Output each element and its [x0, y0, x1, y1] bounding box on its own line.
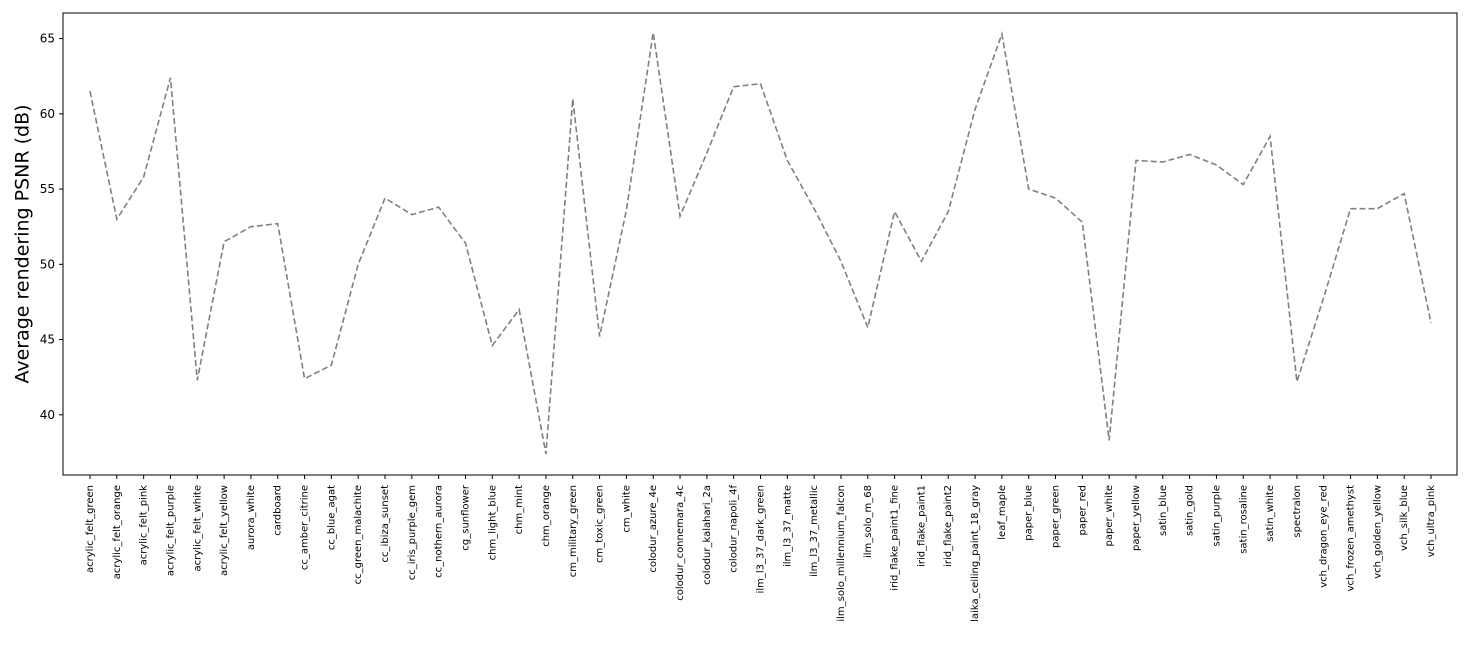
series-line — [89, 30, 1432, 455]
x-tick-label: chm_light_blue — [487, 485, 498, 560]
x-tick-label: leaf_maple — [997, 485, 1008, 540]
x-tick-label: satin_white — [1265, 485, 1276, 542]
x-tick-label: colodur_napoli_4f — [729, 485, 740, 573]
x-tick-label: colodur_kalahari_2a — [702, 485, 713, 585]
y-tick-label: 45 — [40, 333, 55, 347]
x-tick-label: vch_golden_yellow — [1372, 485, 1383, 579]
x-tick-label: acrylic_felt_orange — [112, 485, 123, 579]
x-tick-label: chm_mint — [514, 485, 525, 534]
x-tick-label: paper_red — [1077, 485, 1088, 535]
x-tick-label: cc_ibiza_sunset — [380, 485, 391, 563]
x-tick-label: colodur_connemara_4c — [675, 485, 686, 601]
x-tick-label: cc_nothern_aurora — [434, 485, 445, 578]
x-tick-label: ilm_solo_m_68 — [863, 485, 874, 558]
x-tick-label: chm_orange — [541, 485, 552, 547]
x-tick-label: cc_blue_agat — [326, 485, 337, 550]
y-tick-label: 60 — [40, 107, 55, 121]
y-tick-label: 65 — [40, 32, 55, 46]
x-tick-label: vch_silk_blue — [1399, 485, 1410, 551]
x-tick-label: irid_flake_paint2 — [943, 485, 954, 567]
x-tick-label: satin_purple — [1211, 485, 1222, 546]
x-tick-label: colodur_azure_4e — [648, 485, 659, 573]
x-tick-label: acrylic_felt_yellow — [219, 485, 230, 576]
x-tick-label: acrylic_felt_pink — [139, 485, 150, 566]
x-tick-label: cm_toxic_green — [595, 485, 606, 563]
x-tick-label: vch_ultra_pink — [1426, 485, 1437, 557]
x-tick-label: irid_flake_paint1 — [916, 485, 927, 567]
x-tick-label: paper_white — [1104, 485, 1115, 546]
y-tick-label: 40 — [40, 408, 55, 422]
plot-frame — [62, 12, 1458, 476]
x-axis: acrylic_felt_green acrylic_felt_orange acr… — [85, 475, 1437, 622]
x-tick-label: vch_frozen_amethyst — [1346, 485, 1357, 591]
x-tick-label: ilm_l3_37_matte — [782, 485, 793, 567]
x-tick-label: satin_rosaline — [1238, 485, 1249, 554]
x-tick-label: acrylic_felt_purple — [165, 485, 176, 576]
x-tick-label: ilm_l3_37_metallic — [809, 485, 820, 577]
x-tick-label: vch_dragon_eye_red — [1319, 485, 1330, 588]
x-tick-label: ilm_solo_millennium_falcon — [836, 485, 847, 622]
x-tick-label: paper_yellow — [1131, 485, 1142, 551]
x-tick-label: paper_blue — [1024, 485, 1035, 541]
x-tick-label: cm_military_green — [568, 485, 579, 577]
x-tick-label: acrylic_felt_white — [192, 485, 203, 571]
x-tick-label: ilm_l3_37_dark_green — [756, 485, 767, 593]
series-layer — [89, 30, 1432, 455]
x-tick-label: cc_amber_citrine — [300, 485, 311, 570]
y-tick-label: 55 — [40, 182, 55, 196]
x-tick-label: laika_ceiling_paint_18_gray — [970, 485, 981, 622]
y-tick-label: 50 — [40, 257, 55, 271]
x-tick-label: cardboard — [273, 485, 284, 536]
x-tick-label: satin_gold — [1185, 485, 1196, 536]
x-tick-label: spectralon — [1292, 485, 1303, 538]
x-tick-label: acrylic_felt_green — [85, 485, 96, 573]
x-tick-label: cm_white — [621, 485, 632, 533]
x-tick-label: cg_sunflower — [460, 484, 471, 550]
y-axis-label: Average rendering PSNR (dB) — [12, 104, 34, 383]
x-tick-label: satin_blue — [1158, 485, 1169, 536]
x-tick-label: irid_flake_paint1_fine — [890, 485, 901, 591]
x-tick-label: cc_green_malachite — [353, 485, 364, 584]
x-tick-label: paper_green — [1051, 485, 1062, 548]
y-axis: 40 45 50 55 60 65 — [40, 32, 63, 422]
x-tick-label: aurora_white — [246, 485, 257, 550]
x-tick-label: cc_iris_purple_gem — [407, 485, 418, 580]
